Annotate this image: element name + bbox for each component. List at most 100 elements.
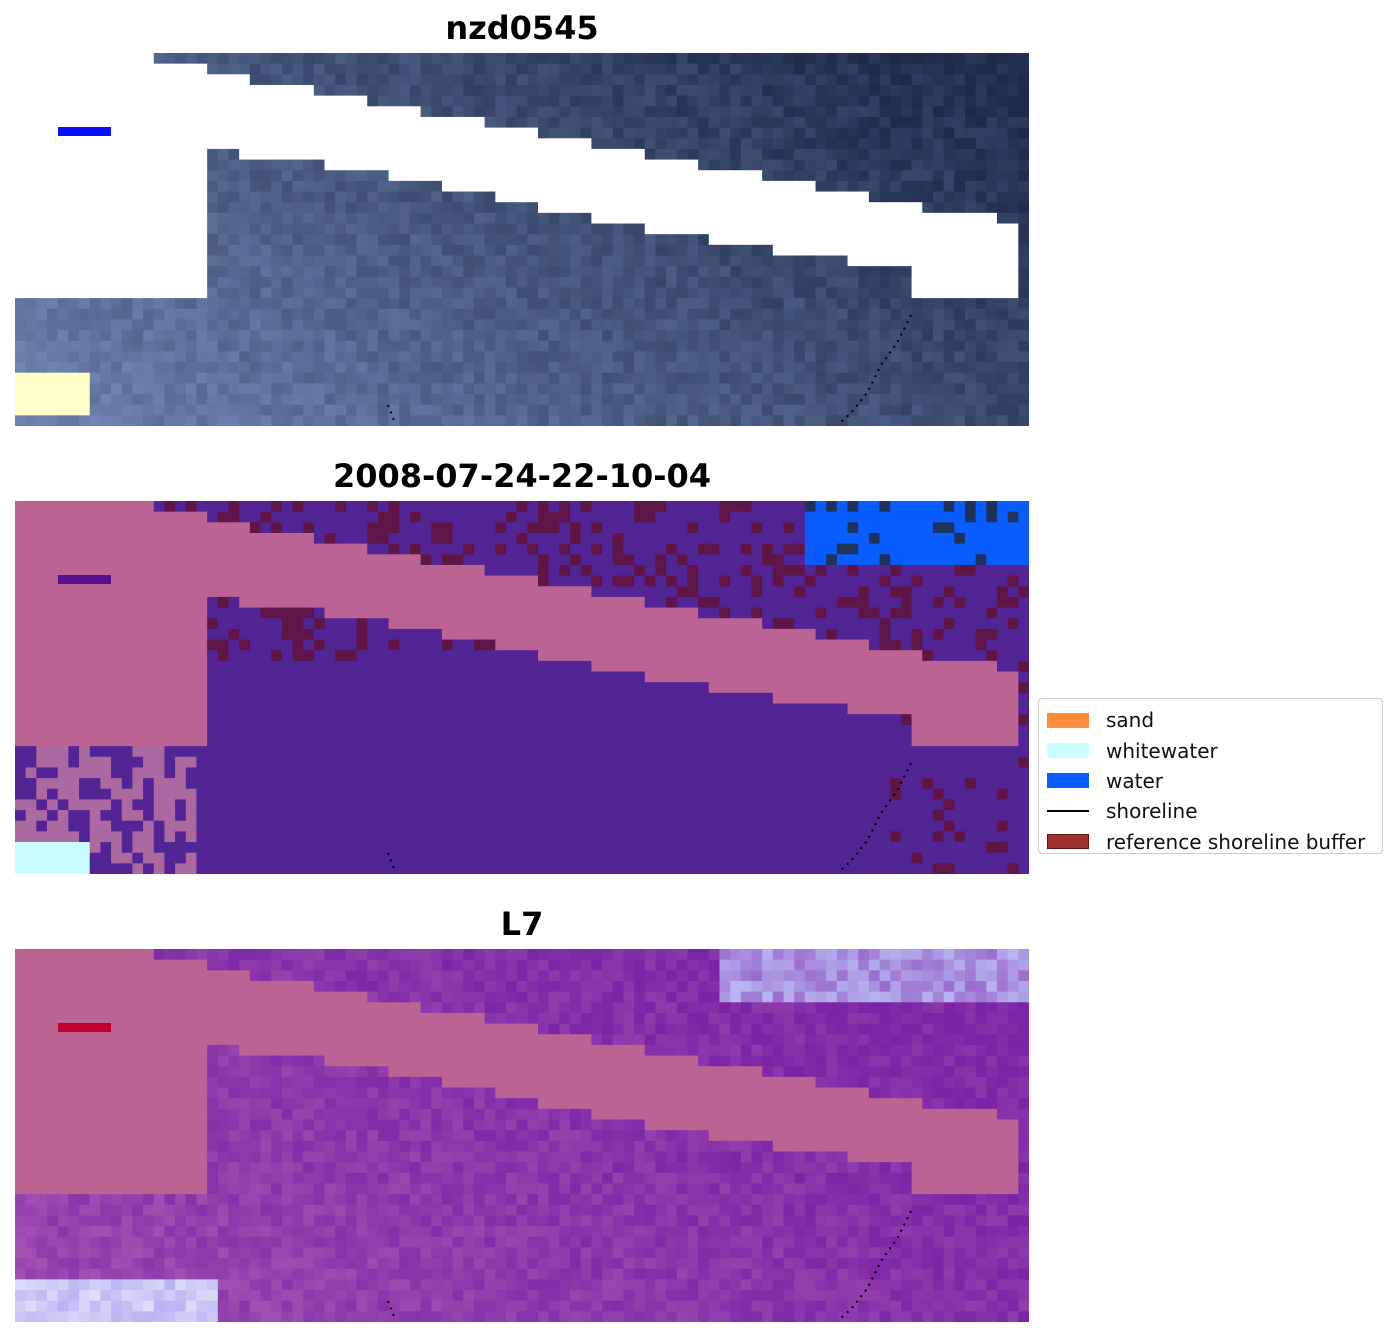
pixel-cell	[484, 95, 496, 107]
pixel-cell	[996, 170, 1009, 182]
pixel-cell	[89, 351, 101, 363]
pixel-cell	[303, 650, 315, 662]
pixel-cell	[505, 330, 518, 342]
pixel-cell	[858, 234, 870, 246]
pixel-cell	[900, 372, 913, 384]
pixel-cell	[484, 308, 496, 321]
pixel-cell	[207, 244, 219, 257]
pixel-cell	[783, 223, 795, 235]
pixel-cell	[527, 298, 539, 310]
pixel-cell	[15, 74, 27, 86]
pixel-cell	[313, 383, 326, 395]
pixel-cell	[580, 95, 592, 107]
pixel-cell	[602, 543, 614, 555]
pixel-cell	[996, 522, 1009, 534]
pixel-cell	[932, 202, 945, 214]
pixel-cell	[783, 372, 795, 384]
pixel-cell	[847, 127, 859, 139]
pixel-cell	[698, 330, 710, 342]
pixel-cell	[634, 618, 646, 630]
pixel-cell	[868, 330, 881, 342]
pixel-cell	[644, 554, 657, 566]
pixel-cell	[836, 234, 849, 246]
pixel-cell	[548, 383, 560, 395]
pixel-cell	[207, 53, 219, 65]
pixel-cell	[548, 372, 560, 384]
pixel-cell	[612, 116, 624, 129]
pixel-cell	[847, 554, 859, 566]
pixel-cell	[409, 276, 422, 289]
pixel-cell	[986, 127, 998, 139]
rgb-image-panel	[15, 53, 1029, 426]
pixel-cell	[281, 586, 294, 598]
pixel-cell	[815, 415, 827, 426]
pixel-cell	[815, 308, 827, 321]
pixel-cell	[217, 330, 230, 342]
pixel-cell	[292, 298, 304, 310]
pixel-cell	[399, 63, 411, 75]
pixel-cell	[570, 63, 582, 75]
pixel-cell	[570, 244, 582, 257]
pixel-cell	[239, 319, 251, 331]
pixel-cell	[687, 84, 699, 97]
pixel-cell	[623, 138, 635, 150]
pixel-cell	[847, 106, 859, 118]
pixel-cell	[484, 415, 496, 426]
pixel-cell	[25, 63, 37, 75]
pixel-cell	[463, 106, 475, 118]
pixel-cell	[452, 682, 464, 694]
pixel-cell	[804, 586, 817, 598]
pixel-cell	[847, 287, 859, 299]
pixel-cell	[612, 202, 624, 214]
pixel-cell	[591, 116, 603, 129]
pixel-cell	[762, 511, 774, 523]
pixel-cell	[335, 532, 347, 545]
pixel-cell	[858, 501, 870, 513]
pixel-cell	[719, 586, 731, 598]
pixel-cell	[303, 618, 315, 630]
pixel-cell	[932, 116, 945, 129]
pixel-cell	[196, 639, 208, 651]
pixel-cell	[623, 244, 635, 257]
pixel-cell	[527, 607, 539, 619]
pixel-cell	[324, 53, 336, 65]
pixel-cell	[484, 138, 496, 150]
pixel-cell	[345, 53, 358, 65]
pixel-cell	[996, 287, 1009, 299]
pixel-cell	[399, 106, 411, 118]
pixel-cell	[964, 522, 977, 534]
pixel-cell	[612, 234, 624, 246]
pixel-cell	[900, 586, 913, 598]
pixel-cell	[836, 501, 849, 513]
pixel-cell	[708, 234, 721, 246]
pixel-cell	[121, 554, 134, 566]
pixel-cell	[441, 106, 454, 118]
pixel-cell	[986, 351, 998, 363]
pixel-cell	[858, 511, 870, 523]
pixel-cell	[559, 404, 571, 416]
pixel-cell	[516, 287, 528, 299]
pixel-cell	[527, 127, 539, 139]
pixel-cell	[324, 106, 336, 118]
pixel-cell	[580, 501, 592, 513]
pixel-cell	[153, 586, 166, 598]
pixel-cell	[932, 532, 945, 545]
pixel-cell	[644, 170, 657, 182]
pixel-cell	[698, 383, 710, 395]
pixel-cell	[345, 308, 358, 321]
pixel-cell	[826, 106, 838, 118]
pixel-cell	[36, 95, 48, 107]
pixel-cell	[367, 244, 379, 257]
pixel-cell	[548, 330, 560, 342]
pixel-cell	[890, 180, 902, 193]
pixel-cell	[441, 95, 454, 107]
pixel-cell	[345, 244, 358, 257]
pixel-cell	[644, 586, 657, 598]
pixel-cell	[57, 106, 69, 118]
pixel-cell	[943, 276, 955, 289]
pixel-cell	[730, 383, 742, 395]
pixel-cell	[644, 180, 657, 193]
pixel-cell	[89, 116, 101, 129]
pixel-cell	[345, 223, 358, 235]
pixel-cell	[431, 660, 443, 673]
